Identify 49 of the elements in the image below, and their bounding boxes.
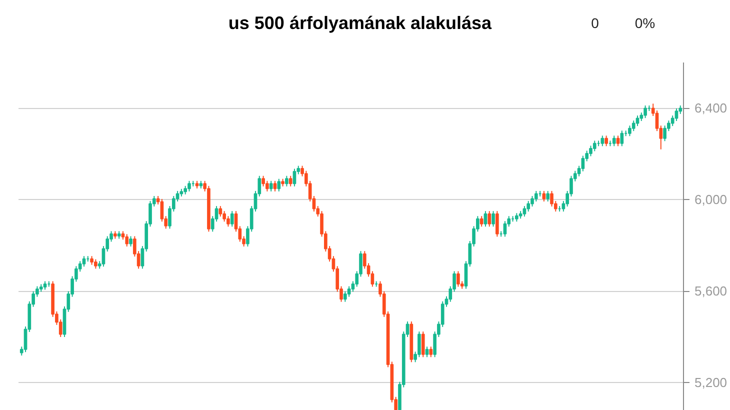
candlestick	[421, 331, 425, 358]
candlestick	[600, 135, 604, 147]
candlestick	[616, 135, 620, 147]
candlestick	[160, 198, 164, 222]
candlestick	[612, 135, 616, 147]
candlestick	[188, 180, 191, 192]
candlestick	[285, 175, 288, 187]
candlestick	[542, 190, 546, 202]
candlestick	[94, 258, 98, 270]
candlestick	[429, 346, 433, 358]
candlestick	[522, 206, 526, 218]
candlestick	[129, 236, 132, 247]
candlestick	[503, 220, 507, 238]
y-tick-label: 6,400	[694, 100, 728, 116]
candlestick	[484, 210, 488, 228]
text: 0%	[634, 14, 656, 33]
candlestick	[343, 290, 347, 302]
y-tick-label: 6,000	[694, 192, 728, 208]
candlestick	[581, 155, 585, 172]
candlestick	[492, 210, 495, 228]
candlestick	[273, 180, 277, 192]
chart-title: us 500 árfolyamának alakulása	[228, 12, 492, 35]
candlestick	[269, 180, 273, 192]
candlestick	[347, 286, 351, 298]
candlestick	[620, 130, 624, 147]
candlestick	[526, 200, 530, 212]
candlestick	[546, 190, 550, 202]
candlestick	[456, 270, 460, 288]
candlestick	[644, 104, 647, 119]
candlestick	[496, 210, 499, 238]
y-tick-label: 5,600	[694, 284, 728, 299]
candlestick	[604, 135, 608, 147]
candlestick	[218, 206, 222, 218]
candlestick	[636, 115, 640, 127]
candlestick	[488, 210, 492, 228]
candlestick	[674, 108, 678, 122]
candlestick	[125, 234, 129, 247]
candlestick	[592, 140, 596, 152]
candlestick	[82, 256, 86, 268]
candlestick	[277, 178, 281, 192]
candlestick	[266, 180, 269, 192]
candlestick	[230, 210, 234, 228]
y-tick-label: 5,200	[694, 375, 728, 390]
candlestick	[288, 175, 292, 187]
text: 0	[591, 14, 599, 33]
candlestick	[418, 331, 421, 358]
candlestick	[292, 168, 296, 187]
candlestick	[425, 346, 429, 358]
candlestick	[480, 216, 484, 228]
